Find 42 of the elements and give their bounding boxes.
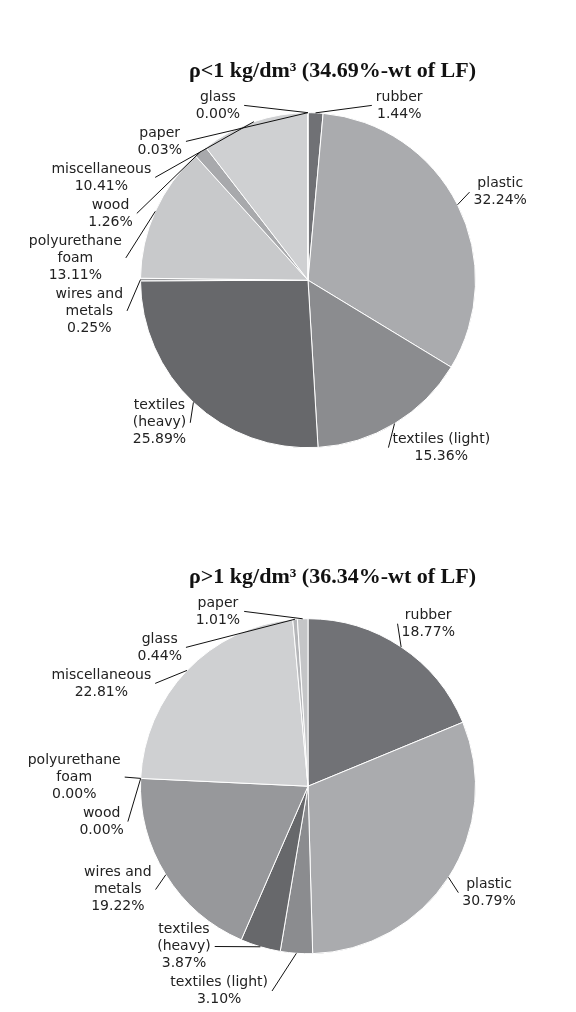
slice-label: rubber [404,605,452,622]
data-label: 32.24% [473,191,527,208]
data-label: 30.79% [462,891,516,908]
data-label: 0.25% [67,318,112,335]
category-label: wood [82,803,121,820]
slice-label: textiles (heavy) [157,920,211,954]
data-label: 22.81% [74,682,129,699]
text: 0.00% [195,104,241,121]
slice-label: plastic [466,874,512,891]
slice-label: miscellaneous [51,665,152,682]
slice-label: wires and metals [84,863,152,897]
slice-label: polyurethane foam [28,231,122,265]
text: 0.00% [79,820,124,837]
data-label: 1.01% [195,610,241,627]
data-label: 1.44% [376,104,422,121]
data-label: 25.89% [132,430,187,447]
slice-label: plastic [477,174,524,191]
data-label: 0.03% [137,140,182,157]
data-label: 18.77% [401,622,455,639]
data-label: 3.87% [161,954,207,971]
slice-label: textiles (light) [170,973,269,990]
text: 0.00% [51,784,97,801]
data-label: 0.44% [137,646,182,663]
data-label: 3.10% [196,990,242,1007]
slice-label: wood [91,195,130,212]
slice-label: miscellaneous [51,159,152,176]
chart-title: ρ>1 kg/dm³ (36.34%-wt of LF) [189,562,476,588]
data-label: 1.26% [88,212,133,229]
slice-label: paper [197,593,239,610]
slice-label: wires and metals [55,284,124,318]
slice-label: paper [139,123,181,140]
data-label: 13.11% [48,265,103,282]
slice-label: rubber [375,87,423,104]
data-label: 19.22% [91,897,145,914]
category-label: glass [199,87,236,104]
data-label: 10.41% [74,176,129,193]
slice-label: textiles (heavy) [132,396,187,430]
data-label: 15.36% [414,446,468,463]
slice-label: textiles (light) [392,429,491,446]
slice-label: glass [141,629,178,646]
chart-title: ρ<1 kg/dm³ (34.69%-wt of LF) [189,56,476,82]
category-label: polyurethane foam [27,750,121,784]
